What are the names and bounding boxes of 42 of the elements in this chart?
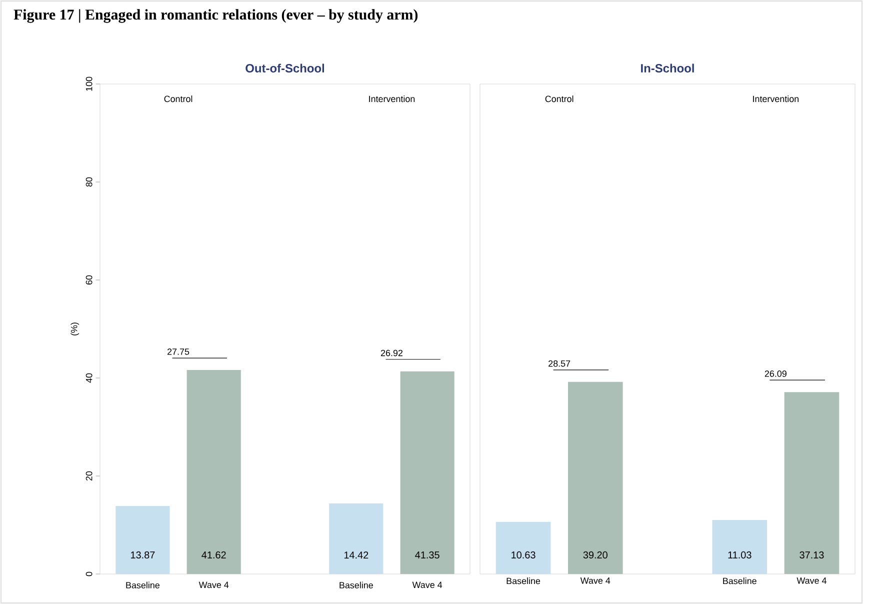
chart-subtitle: Out-of-School	[246, 64, 324, 72]
annotation: 28.57	[548, 360, 570, 367]
chart-title: Figure 17 | Engaged in romantic relations (ever – by study arm)	[14, 9, 418, 23]
bar	[496, 522, 551, 574]
annotation: 27.75	[168, 348, 190, 355]
annotation: 26.92	[380, 350, 402, 356]
bar	[784, 392, 840, 574]
text: Wave 4	[412, 582, 442, 588]
text: Wave 4	[796, 578, 826, 584]
text: Baseline	[723, 578, 756, 584]
series-label: Wave 4	[198, 582, 229, 588]
series-label: Wave 4	[580, 578, 610, 584]
x-tick-label: Control	[164, 96, 192, 102]
chart-title: In-School	[641, 64, 694, 72]
data-label: 41.35	[415, 551, 440, 558]
bar	[186, 370, 241, 574]
x-tick-label: Control	[545, 96, 574, 102]
series-label: Baseline	[506, 578, 540, 584]
bar	[568, 382, 623, 574]
x-tick-label: Intervention	[753, 96, 799, 102]
bar	[400, 371, 454, 574]
bar	[329, 503, 384, 574]
y-tick-label: 0	[86, 572, 92, 576]
series-label: Baseline	[126, 582, 160, 588]
bar	[116, 506, 170, 574]
annotation: 26.09	[764, 370, 786, 377]
data-label: 13.87	[130, 551, 155, 558]
y-tick-label: 20	[86, 471, 92, 481]
y-tick-label: 40	[86, 373, 92, 383]
data-label: 41.62	[202, 551, 226, 558]
data-label: 11.03	[728, 551, 752, 558]
data-label: 10.63	[512, 551, 536, 558]
y-tick-label: 80	[86, 177, 92, 187]
y-tick-label: 60	[86, 275, 92, 285]
text: Baseline	[340, 582, 373, 588]
bar	[712, 520, 768, 574]
data-label: 14.42	[344, 552, 368, 558]
data-label: 39.20	[583, 551, 608, 558]
y-tick-label: 100	[86, 76, 92, 91]
y-axis-title: (%)	[70, 322, 80, 336]
data-label: 37.13	[800, 551, 824, 558]
x-tick-label: Intervention	[369, 96, 415, 102]
